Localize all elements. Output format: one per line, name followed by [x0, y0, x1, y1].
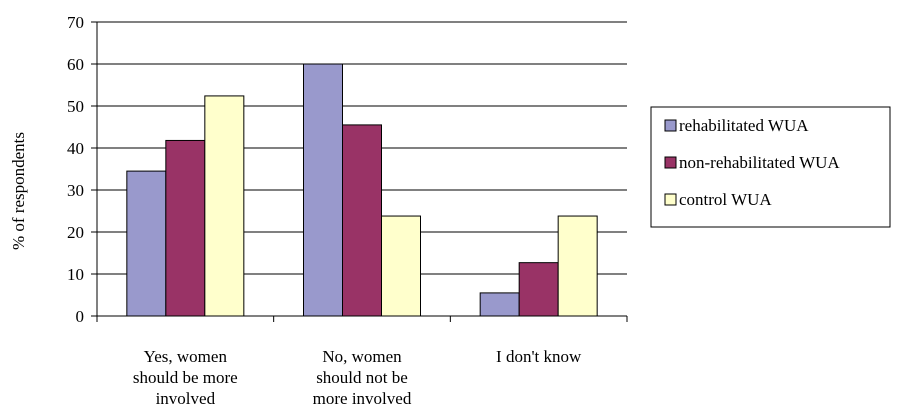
bar	[165, 139, 206, 317]
y-axis-label: % of respondents	[9, 132, 28, 250]
y-tick-label: 70	[67, 13, 84, 32]
y-tick-label: 30	[67, 181, 84, 200]
bar	[557, 215, 598, 317]
legend: rehabilitated WUA non-rehabilitated WUA co…	[650, 106, 891, 228]
bar	[303, 63, 343, 317]
x-category-label: No, women should not be more involved	[313, 347, 412, 408]
legend-label: control WUA	[679, 190, 772, 209]
bars	[126, 63, 598, 317]
legend-swatch	[664, 119, 677, 132]
legend-swatch	[664, 193, 677, 206]
y-tick-label: 40	[67, 139, 84, 158]
y-tick-label: 60	[67, 55, 84, 74]
y-tick-label: 20	[67, 223, 84, 242]
labels: % of respondents 0 10 20 30 40 50 60 70 Yes, wom…	[9, 13, 582, 408]
bar	[342, 124, 382, 317]
bar	[518, 262, 559, 317]
legend-label: non-rehabilitated WUA	[679, 153, 840, 172]
y-tick-label: 10	[67, 265, 84, 284]
bar	[204, 95, 245, 317]
bar	[126, 170, 167, 317]
legend-label: rehabilitated WUA	[679, 116, 809, 135]
y-tick-label: 50	[67, 97, 84, 116]
legend-box	[650, 106, 891, 228]
bar	[479, 292, 520, 317]
legend-swatch	[664, 156, 677, 169]
x-category-label: Yes, women should be more involved	[133, 347, 238, 408]
y-tick-label: 0	[76, 307, 85, 326]
bar	[381, 215, 421, 317]
x-category-label: I don't know	[496, 347, 582, 366]
